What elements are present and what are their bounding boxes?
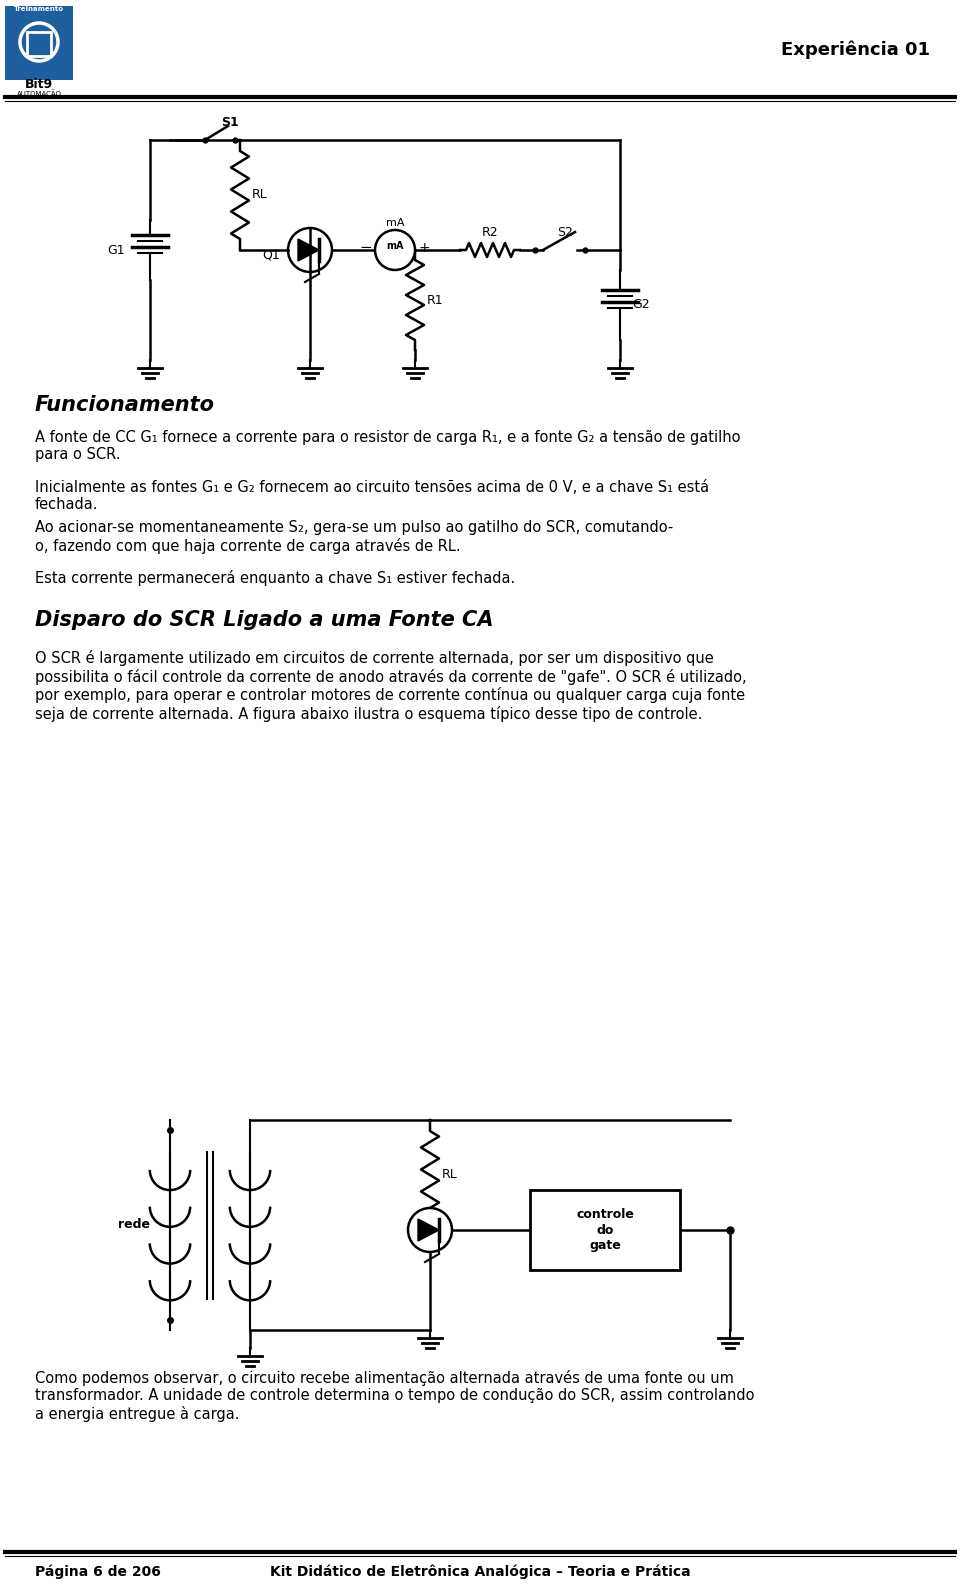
Polygon shape [298,240,319,260]
Text: Bit9: Bit9 [25,78,53,90]
Text: AUTOMAÇÃO: AUTOMAÇÃO [16,89,61,97]
Text: A fonte de CC G₁ fornece a corrente para o resistor de carga R₁, e a fonte G₂ a : A fonte de CC G₁ fornece a corrente para… [35,430,740,462]
Text: S2: S2 [557,225,573,238]
Text: controle
do
gate: controle do gate [576,1208,634,1252]
Text: Experiência 01: Experiência 01 [781,41,930,59]
Text: Q1: Q1 [262,249,280,262]
Text: Kit Didático de Eletrônica Analógica – Teoria e Prática: Kit Didático de Eletrônica Analógica – T… [270,1565,690,1579]
Text: S1: S1 [221,116,239,129]
Text: Disparo do SCR Ligado a uma Fonte CA: Disparo do SCR Ligado a uma Fonte CA [35,609,493,630]
Circle shape [375,230,415,270]
Text: mA: mA [386,217,404,229]
Text: Como podemos observar, o circuito recebe alimentação alternada através de uma fo: Como podemos observar, o circuito recebe… [35,1370,755,1422]
Text: Treinamento: Treinamento [14,6,64,13]
Text: rede: rede [118,1219,150,1232]
Text: Ao acionar-se momentaneamente S₂, gera-se um pulso ao gatilho do SCR, comutando-: Ao acionar-se momentaneamente S₂, gera-s… [35,521,673,554]
Circle shape [408,1208,452,1252]
Text: RL: RL [252,189,268,202]
Polygon shape [418,1219,439,1241]
Text: −: − [359,241,372,256]
Text: Inicialmente as fontes G₁ e G₂ fornecem ao circuito tensões acima de 0 V, e a ch: Inicialmente as fontes G₁ e G₂ fornecem … [35,479,709,513]
Text: Página 6 de 206: Página 6 de 206 [35,1565,161,1579]
Text: Funcionamento: Funcionamento [35,395,215,414]
Text: RL: RL [442,1168,458,1181]
Text: R1: R1 [427,294,444,306]
FancyBboxPatch shape [530,1190,680,1270]
Text: Esta corrente permanecerá enquanto a chave S₁ estiver fechada.: Esta corrente permanecerá enquanto a cha… [35,570,516,586]
Text: G1: G1 [108,243,125,257]
Text: R2: R2 [482,225,498,238]
Text: O SCR é largamente utilizado em circuitos de corrente alternada, por ser um disp: O SCR é largamente utilizado em circuito… [35,651,747,722]
Text: G2: G2 [632,298,650,311]
FancyBboxPatch shape [5,6,73,79]
Text: mA: mA [386,241,404,251]
Text: +: + [418,241,430,256]
